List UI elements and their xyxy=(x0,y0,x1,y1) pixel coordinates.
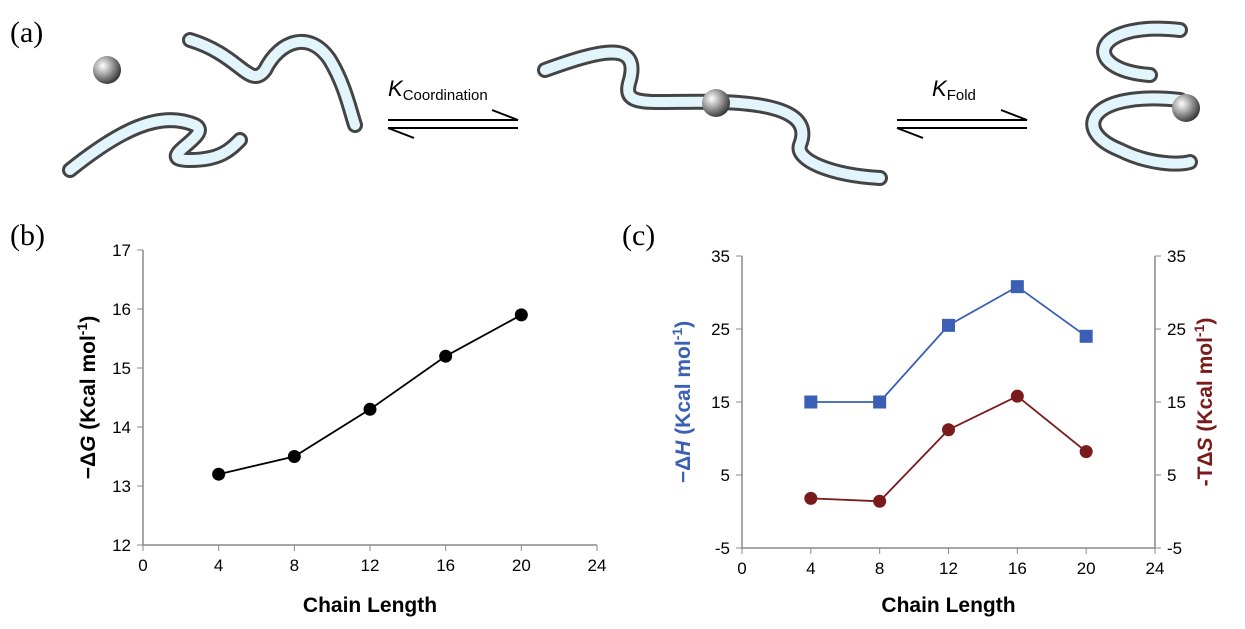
axis-title-part: -TΔ xyxy=(1194,451,1217,486)
y-tick-label: 12 xyxy=(112,536,131,555)
panel-label: (c) xyxy=(622,219,655,252)
y-tick-label: 25 xyxy=(711,320,730,339)
series-line xyxy=(810,285,1087,403)
axis-title-part: G xyxy=(77,436,100,452)
axis-title-part: ) xyxy=(672,321,695,328)
axis-title-part: −Δ xyxy=(77,452,100,479)
marker xyxy=(942,318,955,332)
marker xyxy=(363,402,377,416)
y2-tick-label: 25 xyxy=(1167,320,1186,339)
x-tick-label: 20 xyxy=(512,556,531,575)
marker xyxy=(873,494,887,508)
x-tick-label: 8 xyxy=(875,559,884,578)
x-tick-label: 24 xyxy=(1146,559,1165,578)
rate-constant: KFold xyxy=(932,76,976,104)
y-tick-label: 5 xyxy=(721,466,730,485)
axis-title-part: (Kcal mol xyxy=(1194,337,1217,437)
y2-tick-label: -5 xyxy=(1167,539,1182,558)
x-tick-label: 20 xyxy=(1077,559,1096,578)
x-axis-title: Chain Length xyxy=(303,594,437,617)
y2-tick-label: 35 xyxy=(1167,247,1186,266)
marker xyxy=(1079,445,1093,459)
marker xyxy=(873,395,887,409)
y-tick-label: 14 xyxy=(112,418,131,437)
x-tick-label: 0 xyxy=(138,556,147,575)
axis-title-part: S xyxy=(1194,437,1217,451)
rate-constant: KCoordination xyxy=(388,76,488,104)
axis-title: −ΔG (Kcal mol-1) xyxy=(74,316,100,480)
y-tick-label: 16 xyxy=(112,300,131,319)
marker xyxy=(804,491,818,505)
marker xyxy=(287,450,301,463)
y-tick-label: 15 xyxy=(112,359,131,378)
marker xyxy=(1079,329,1093,343)
axis-title: -TΔS (Kcal mol-1) xyxy=(1191,318,1217,487)
y-tick-label: 15 xyxy=(711,393,730,412)
marker xyxy=(514,308,528,322)
x-tick-label: 16 xyxy=(436,556,455,575)
axis-title-part: ) xyxy=(77,316,100,323)
x-tick-label: 4 xyxy=(806,559,815,578)
series-line xyxy=(810,395,1087,503)
ion xyxy=(1172,94,1200,122)
axis-title-part: -1 xyxy=(669,328,685,341)
x-tick-label: 24 xyxy=(588,556,607,575)
ion xyxy=(702,89,730,117)
marker xyxy=(1010,280,1024,294)
marker xyxy=(804,395,818,409)
y2-tick-label: 15 xyxy=(1167,393,1186,412)
y-tick-label: 35 xyxy=(711,247,730,266)
equilibrium-arrows xyxy=(387,109,1028,139)
ion xyxy=(93,56,121,84)
y2-tick-label: 5 xyxy=(1167,466,1176,485)
marker xyxy=(439,349,453,363)
marker xyxy=(942,423,955,437)
axis-title-part: (Kcal mol xyxy=(672,340,695,440)
marker xyxy=(1010,389,1024,403)
x-tick-label: 4 xyxy=(214,556,223,575)
x-tick-label: 12 xyxy=(939,559,958,578)
x-tick-label: 0 xyxy=(737,559,746,578)
axis-title-part: -1 xyxy=(1191,324,1207,337)
schematic xyxy=(62,20,1198,186)
x-axis-title: Chain Length xyxy=(881,594,1015,617)
axis-title-part: ) xyxy=(1194,318,1217,325)
panel-label: (b) xyxy=(10,219,45,252)
axis-title: −ΔH (Kcal mol-1) xyxy=(669,321,695,483)
x-tick-label: 12 xyxy=(361,556,380,575)
axis-title-part: (Kcal mol xyxy=(77,335,100,435)
marker xyxy=(212,467,226,481)
series-line xyxy=(218,314,522,476)
axis-title-part: H xyxy=(672,440,695,456)
y-tick-label: 17 xyxy=(112,241,131,260)
y-tick-label: 13 xyxy=(112,477,131,496)
axis-title-part: -1 xyxy=(74,323,90,336)
x-tick-label: 16 xyxy=(1008,559,1027,578)
x-tick-label: 8 xyxy=(290,556,299,575)
axis-title-part: −Δ xyxy=(672,456,695,483)
y-tick-label: -5 xyxy=(715,539,730,558)
panel-label: (a) xyxy=(10,16,43,49)
